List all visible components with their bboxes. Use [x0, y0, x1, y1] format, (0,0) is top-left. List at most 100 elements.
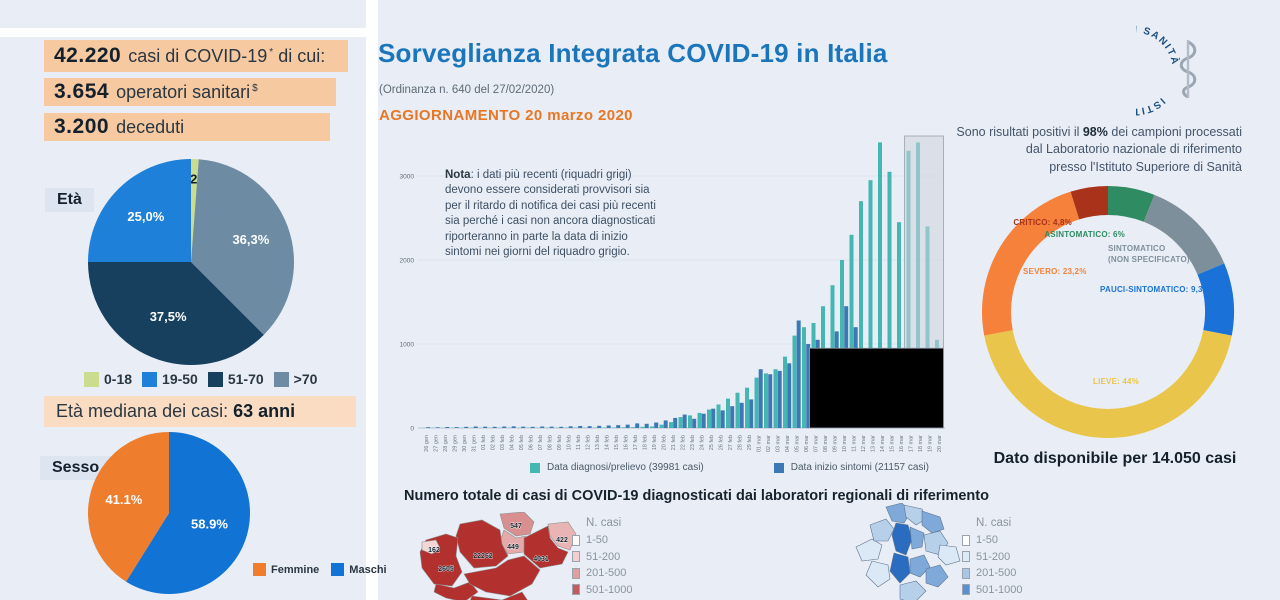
x-axis-label: 22 feb — [681, 435, 687, 450]
map-legend-item: 1-50 — [962, 532, 1023, 549]
pie-slice->70 — [191, 159, 295, 335]
bar-diagnosi — [697, 412, 702, 428]
stat-label: deceduti — [116, 116, 185, 137]
bar-diagnosi — [688, 415, 692, 428]
x-axis-label: 16 mar — [899, 435, 905, 452]
x-axis-label: 09 feb — [557, 435, 563, 450]
legend-item-Maschi: Maschi — [331, 563, 387, 576]
map-province-3 — [903, 504, 927, 526]
donut-label-critico: CRITICO: 4,8% — [1013, 218, 1072, 227]
map-legend-item: 201-500 — [962, 565, 1023, 582]
map-legend-swatch — [962, 551, 970, 563]
y-axis-tick: 0 — [410, 426, 414, 433]
legend-label: 0-18 — [104, 371, 133, 387]
map-legend-item: 501-1000 — [962, 582, 1023, 599]
bar-sintomi — [644, 423, 649, 428]
x-axis-label: 28 gen — [443, 435, 449, 452]
map-region-emilia — [463, 555, 541, 597]
bar-diagnosi — [849, 234, 854, 428]
x-axis-label: 02 feb — [491, 435, 497, 450]
map-legend-label: 201-500 — [586, 567, 627, 580]
page-subtitle: (Ordinanza n. 640 del 27/02/2020) — [379, 84, 555, 96]
x-axis-label: 07 feb — [538, 435, 544, 450]
map-legend-swatch — [572, 551, 580, 563]
x-axis-label: 04 mar — [785, 435, 791, 452]
x-axis-label: 17 mar — [909, 435, 915, 452]
map-legend-label: 1-50 — [586, 534, 609, 547]
y-axis-tick: 1000 — [400, 342, 415, 349]
legend-swatch-sintomi — [773, 462, 784, 473]
median-age-box: Età mediana dei casi: 63 anni — [44, 396, 356, 427]
map-region-value: 449 — [507, 544, 519, 551]
bar-diagnosi — [621, 427, 626, 428]
map-legend-label: 501-1000 — [976, 583, 1023, 596]
x-axis-label: 06 feb — [529, 435, 535, 450]
age-chart-title: Età — [45, 188, 94, 212]
bar-diagnosi — [783, 356, 787, 428]
bar-sintomi — [454, 427, 459, 428]
map-region-value: 2605 — [438, 566, 454, 573]
x-axis-label: 30 gen — [462, 435, 468, 452]
provincial-cases-map-blue — [855, 503, 961, 600]
donut-label-asintomatico: ASINTOMATICO: 6% — [1044, 230, 1125, 239]
pie-slice-label: 36,3% — [232, 232, 269, 247]
map-legend-item: 1-50 — [572, 532, 633, 549]
bar-sintomi — [806, 344, 811, 428]
pie-slice-label: 37,5% — [150, 309, 187, 324]
x-axis-label: 29 gen — [453, 435, 459, 452]
bar-sintomi — [625, 424, 630, 428]
donut-slice-ASINTOMATICO — [1108, 186, 1155, 222]
y-axis-tick: 3000 — [400, 174, 415, 181]
bar-diagnosi — [792, 335, 797, 428]
positivity-l2: dal Laboratorio nazionale di riferimento — [1025, 142, 1242, 157]
legend-label: Data diagnosi/prelievo (39981 casi) — [547, 462, 704, 473]
stat-box-health-workers: 3.654 operatori sanitari $ — [44, 78, 336, 106]
stat-box-deaths: 3.200 deceduti — [44, 113, 330, 141]
map-region-veneto — [523, 525, 569, 569]
pie-slice-19-50 — [88, 159, 191, 262]
panel-divider — [366, 0, 378, 600]
donut-slice-SEVERO — [982, 191, 1080, 336]
bar-diagnosi — [773, 369, 778, 428]
bar-sintomi — [426, 427, 431, 428]
provisional-box-symptoms — [809, 347, 944, 429]
positivity-text: Sono risultati positivi il 98% dei campi… — [950, 124, 1242, 176]
bar-diagnosi — [707, 409, 711, 428]
positivity-l3: presso l'Istituto Superiore di Sanità — [1049, 159, 1242, 174]
bar-diagnosi — [726, 398, 730, 428]
x-axis-label: 19 feb — [652, 435, 658, 450]
bar-diagnosi — [669, 422, 673, 428]
bar-sintomi — [692, 418, 697, 428]
map-legend-title: N. casi — [976, 517, 1012, 529]
legend-label: >70 — [293, 371, 318, 387]
map-region-toscana — [470, 591, 528, 600]
donut-slice-CRITICO — [1070, 186, 1108, 220]
positivity-l1a: Sono risultati positivi il — [956, 125, 1083, 139]
map-region-value: 162 — [428, 547, 440, 554]
median-age-prefix: Età mediana dei casi: — [56, 401, 234, 421]
bar-sintomi — [682, 414, 687, 428]
stat-box-total-cases: 42.220 casi di COVID-19 * di cui: — [44, 40, 348, 72]
bar-diagnosi — [878, 142, 882, 428]
bar-sintomi — [464, 426, 469, 428]
x-axis-label: 12 feb — [586, 435, 592, 450]
bar-diagnosi — [802, 327, 806, 428]
map-province-0 — [855, 538, 883, 562]
map-legend-title: N. casi — [586, 517, 622, 529]
bar-diagnosi — [659, 424, 664, 428]
legend-swatch-diagnosi — [530, 462, 540, 473]
x-axis-label: 14 feb — [605, 435, 611, 450]
x-axis-label: 17 feb — [633, 435, 639, 450]
x-axis-label: 19 mar — [928, 435, 934, 452]
bar-diagnosi — [745, 387, 749, 428]
bar-sintomi — [635, 423, 640, 428]
legend-swatch — [253, 563, 266, 576]
bar-sintomi — [549, 426, 554, 428]
chart-note: Nota: i dati più recenti (riquadri grigi… — [445, 168, 661, 260]
bar-sintomi — [796, 320, 801, 428]
footnote-dollar: $ — [252, 82, 258, 94]
map-legend-swatch — [962, 584, 970, 596]
map-province-10 — [909, 554, 931, 578]
map-legend-right: N. casi 1-50 51-200 201-500 501-1000 — [962, 517, 1023, 598]
x-axis-label: 10 feb — [567, 435, 573, 450]
